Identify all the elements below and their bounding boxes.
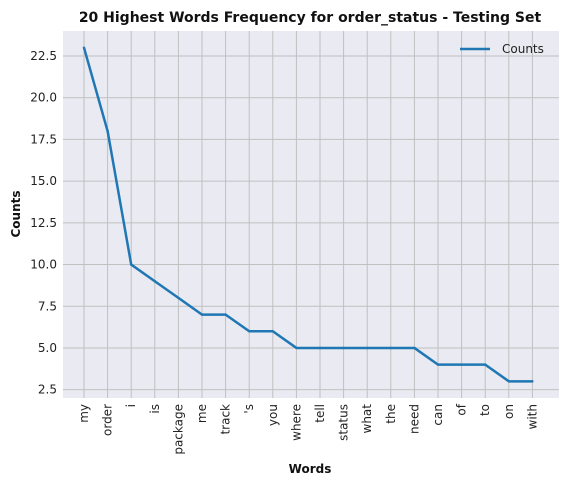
data-point [484, 363, 487, 366]
y-tick-label: 10.0 [30, 258, 57, 272]
x-tick-label: the [384, 404, 398, 424]
x-tick-label: what [360, 404, 374, 434]
x-tick-label: order [101, 404, 115, 436]
data-point [436, 363, 440, 366]
data-point [82, 46, 86, 49]
x-tick-label: i [124, 404, 138, 407]
series-line-counts [82, 47, 533, 383]
y-tick-label: 12.5 [30, 216, 57, 230]
data-point [200, 313, 204, 316]
x-tick-label: on [502, 404, 516, 419]
x-tick-label: my [77, 404, 91, 423]
x-tick-label: me [195, 404, 209, 423]
x-axis-ticks: my order i is package me track 's you where tell st… [77, 403, 539, 454]
x-tick-label: status [337, 404, 351, 441]
y-tick-label: 20.0 [30, 91, 57, 105]
data-point [460, 363, 463, 366]
x-tick-label: 's [242, 404, 256, 414]
x-tick-label: track [219, 404, 233, 435]
y-axis-label: Counts [9, 190, 23, 237]
x-tick-label: you [266, 404, 280, 426]
y-tick-label: 5.0 [38, 341, 57, 355]
x-tick-label: tell [313, 404, 327, 423]
y-tick-label: 15.0 [30, 174, 57, 188]
x-tick-label: can [431, 404, 445, 426]
data-point [224, 313, 227, 316]
data-point [366, 346, 369, 350]
x-tick-label: where [289, 404, 303, 441]
x-tick-label: of [455, 403, 469, 415]
data-point [130, 263, 133, 266]
data-point [295, 346, 298, 350]
data-point [318, 346, 322, 350]
data-point [248, 330, 251, 333]
x-axis-label: Words [289, 462, 332, 476]
y-tick-label: 17.5 [30, 132, 57, 146]
plot-area [63, 31, 559, 398]
x-tick-label: with [525, 404, 539, 429]
y-tick-label: 2.5 [38, 383, 57, 397]
data-point [389, 346, 392, 350]
legend: Counts [460, 42, 544, 56]
data-point [342, 346, 345, 350]
x-tick-label: package [171, 404, 185, 455]
data-point [413, 346, 416, 350]
legend-label-counts: Counts [502, 42, 544, 56]
y-tick-label: 22.5 [30, 49, 57, 63]
x-tick-label: is [148, 404, 162, 414]
data-point [271, 330, 274, 333]
x-tick-label: need [407, 404, 421, 434]
series-group [82, 46, 534, 383]
y-axis-ticks: 2.5 5.0 7.5 10.0 12.5 15.0 17.5 20.0 22.5 [30, 49, 57, 397]
grid-lines [63, 31, 559, 398]
data-point [507, 380, 510, 383]
chart-title: 20 Highest Words Frequency for order_sta… [79, 10, 542, 26]
data-point [106, 129, 109, 133]
data-point [177, 296, 180, 300]
data-point [153, 280, 156, 283]
data-point [531, 380, 534, 383]
x-tick-label: to [478, 404, 492, 416]
y-tick-label: 7.5 [38, 299, 57, 313]
